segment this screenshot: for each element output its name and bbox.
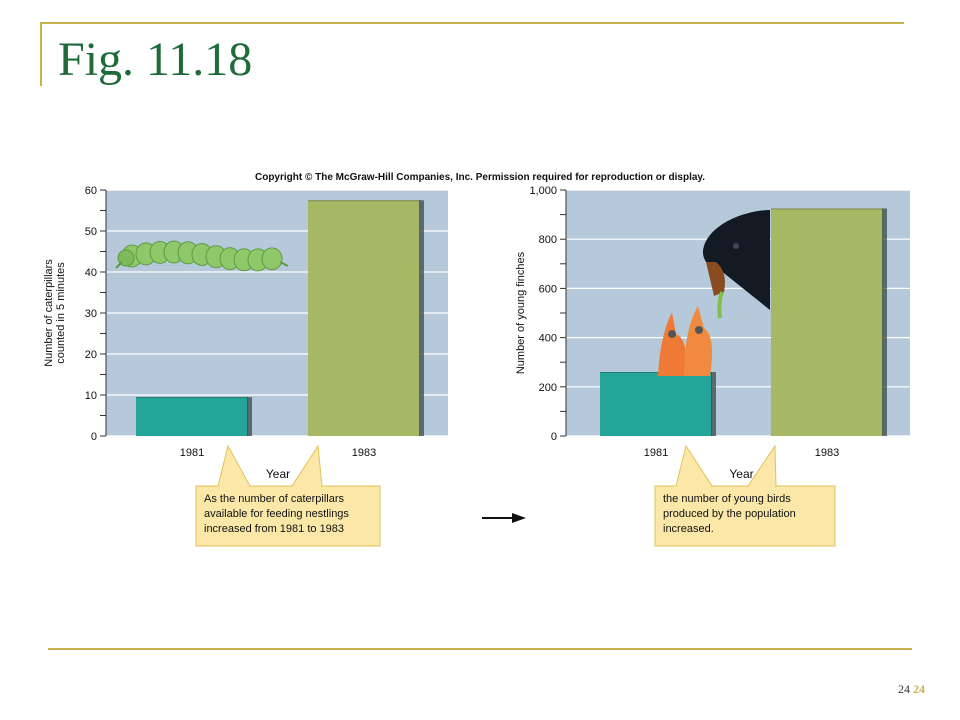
bar-shadow [247, 397, 252, 436]
page-number-accent: 24 [913, 682, 925, 696]
callout-join [749, 485, 775, 488]
left-frame-line [40, 22, 42, 86]
x-tick-label: 1981 [180, 447, 204, 459]
y-tick-label: 60 [85, 185, 97, 197]
bar-shadow [882, 208, 887, 436]
chick-eye [695, 326, 703, 334]
callout-pointer [675, 444, 713, 487]
y-tick-label: 30 [85, 308, 97, 320]
y-axis-label: Number of young finches [515, 251, 527, 374]
callout-box [654, 485, 836, 547]
y-tick-label: 800 [539, 234, 557, 246]
callout-text: the number of young birds [663, 493, 791, 505]
adult-finch-eye [733, 243, 739, 249]
arrow-icon [482, 513, 526, 523]
bar-1983 [308, 200, 420, 436]
y-tick-label: 20 [85, 349, 97, 361]
y-tick-label: 1,000 [529, 185, 557, 197]
callout-text: produced by the population [663, 508, 796, 520]
caterpillar-illustration [115, 240, 289, 272]
caterpillar-segment [261, 247, 283, 271]
y-tick-label: 10 [85, 390, 97, 402]
adult-finch-beak [706, 262, 725, 296]
bar-shadow [419, 200, 424, 436]
y-tick-label: 50 [85, 226, 97, 238]
chick-left [658, 312, 686, 376]
x-tick-label: 1983 [815, 447, 839, 459]
callout-join [293, 485, 321, 488]
chick-eye [668, 330, 676, 338]
callout-pointer [291, 444, 323, 487]
callout: As the number of caterpillars available f… [195, 444, 381, 547]
x-tick-label: 1981 [644, 447, 668, 459]
bar-shadow [711, 372, 716, 436]
y-axis-label: Number of caterpillars [43, 259, 55, 367]
finch-illustration [658, 210, 770, 376]
callout-text: increased from 1981 to 1983 [204, 523, 344, 535]
copyright-notice: Copyright © The McGraw-Hill Companies, I… [254, 172, 706, 183]
y-tick-label: 0 [91, 431, 97, 443]
y-tick-label: 40 [85, 267, 97, 279]
caterpillar-legs [115, 261, 289, 269]
x-axis-label: Year [266, 467, 290, 481]
callout-pointer [747, 444, 777, 487]
y-tick-label: 600 [539, 283, 557, 295]
y-tick-label: 400 [539, 333, 557, 345]
slide-title: Fig. 11.18 [58, 33, 253, 86]
chick-right [684, 306, 712, 376]
x-axis-label: Year [729, 467, 753, 481]
bar-1983 [771, 208, 883, 436]
worm-in-beak [717, 291, 724, 319]
x-tick-label: 1983 [352, 447, 376, 459]
bar-1981 [600, 372, 712, 436]
adult-finch-body [702, 210, 770, 310]
callout-join [219, 485, 249, 488]
y-axis-label: counted in 5 minutes [55, 262, 67, 364]
callout-box [195, 485, 381, 547]
bottom-frame-line [48, 648, 912, 650]
page-number-plain: 24 [898, 682, 910, 696]
top-frame-line [40, 22, 904, 24]
callout-pointer [217, 444, 251, 487]
callout-text: available for feeding nestlings [204, 508, 349, 520]
callout-text: increased. [663, 523, 714, 535]
callout-join [677, 485, 711, 488]
y-tick-label: 0 [551, 431, 557, 443]
bar-1981 [136, 397, 248, 436]
page-number: 24 24 [898, 682, 925, 697]
callout-text: As the number of caterpillars [204, 493, 345, 505]
y-tick-label: 200 [539, 382, 557, 394]
chart-1: 0 10 20 30 40 50 60 1981 1983 Year Number of cater… [43, 185, 448, 547]
callout: the number of young birds produced by the… [654, 444, 836, 547]
